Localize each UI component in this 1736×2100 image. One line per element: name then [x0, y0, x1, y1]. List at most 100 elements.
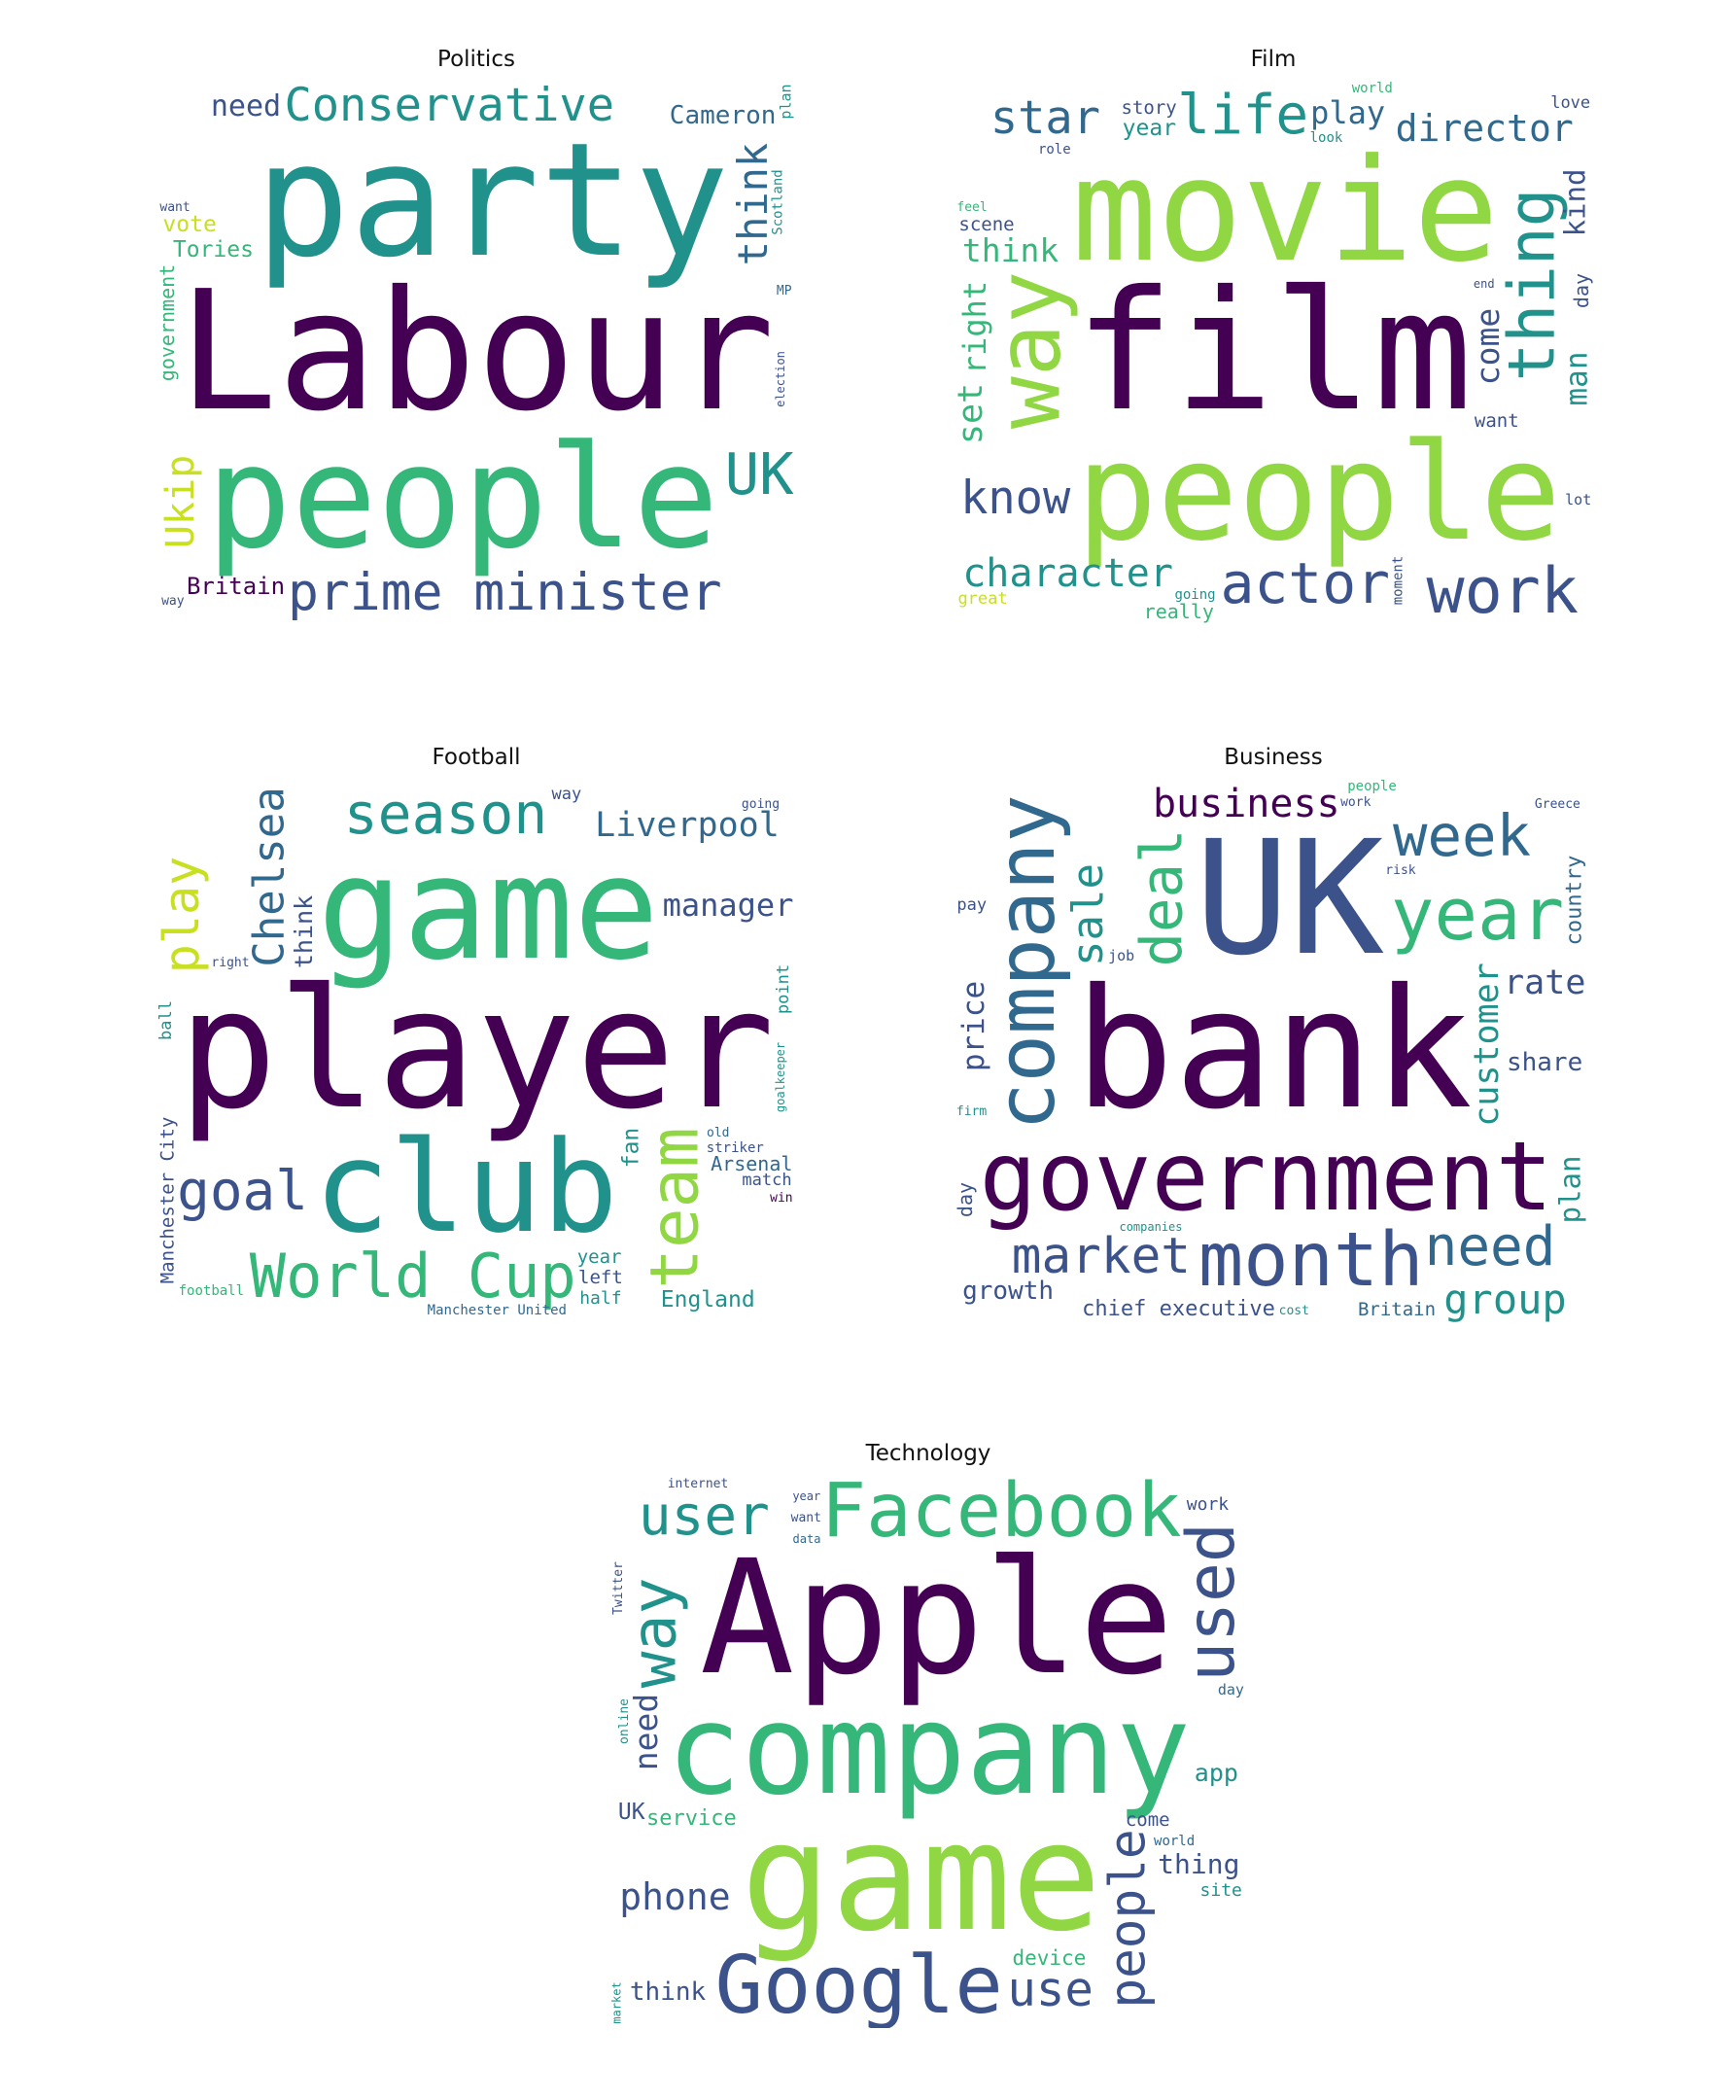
cloud-word: life	[1177, 84, 1309, 148]
cloud-word: Britain	[186, 572, 286, 600]
wordcloud-panel-film: Film film movie people way actor life characte…	[953, 47, 1594, 630]
cloud-word: half	[579, 1288, 622, 1310]
cloud-word: game	[317, 825, 660, 992]
cloud-word: rate	[1504, 963, 1586, 1003]
cloud-word: goal	[177, 1159, 308, 1223]
cloud-word: team	[636, 1127, 714, 1290]
cloud-word: Britain	[1357, 1298, 1437, 1320]
cloud-word: old	[707, 1126, 730, 1141]
cloud-word: company	[980, 794, 1073, 1132]
cloud-word: star	[990, 90, 1100, 145]
cloud-word: online	[616, 1698, 632, 1744]
cloud-word: great	[957, 588, 1008, 609]
cloud-word: really	[1143, 599, 1214, 623]
cloud-word: fan	[618, 1127, 644, 1169]
wordcloud-panel-politics: Politics Labour party people government prim…	[156, 47, 797, 630]
cloud-word: customer	[1468, 962, 1508, 1127]
cloud-word: device	[1012, 1945, 1087, 1970]
cloud-word: week	[1392, 802, 1532, 870]
cloud-word: come	[1469, 307, 1508, 386]
cloud-word: England	[660, 1286, 755, 1312]
cloud-word: game	[741, 1790, 1102, 1965]
cloud-word: Chelsea	[244, 787, 295, 967]
cloud-word: people	[206, 415, 719, 581]
cloud-word: ball	[156, 1000, 177, 1040]
cloud-word: love	[1550, 92, 1591, 113]
wordcloud-panel-technology: Technology company Apple game people Google F…	[608, 1441, 1249, 2034]
cloud-word: manager	[662, 886, 794, 924]
cloud-word: MP	[776, 283, 792, 298]
cloud-word: Liverpool	[595, 806, 780, 846]
cloud-word: job	[1108, 947, 1135, 965]
cloud-word: use	[1007, 1961, 1094, 2017]
cloud-word: way	[161, 594, 185, 610]
word-cloud: company Apple game people Google Facebook user…	[608, 1474, 1249, 2028]
cloud-word: sale	[1062, 862, 1113, 966]
cloud-word: kind	[1558, 168, 1592, 236]
wordcloud-panel-football: Football player game club team World Cup seas…	[156, 745, 797, 1328]
cloud-word: right	[211, 955, 250, 970]
cloud-word: look	[1309, 129, 1343, 146]
wordcloud-panel-business: Business bank UK government company month yea…	[953, 745, 1594, 1328]
cloud-word: price	[956, 980, 992, 1071]
cloud-word: service	[646, 1806, 737, 1832]
cloud-word: director	[1395, 106, 1574, 150]
cloud-word: Arsenal	[711, 1152, 793, 1176]
cloud-word: need	[1424, 1215, 1556, 1279]
cloud-word: firm	[955, 1104, 988, 1120]
cloud-word: Manchester City	[156, 1116, 179, 1284]
word-cloud: player game club team World Cup season goal Liv…	[156, 778, 797, 1322]
panel-title: Film	[1250, 47, 1297, 72]
cloud-word: people	[1099, 1829, 1158, 2009]
cloud-word: need	[210, 89, 282, 124]
cloud-word: want	[1474, 410, 1519, 433]
cloud-word: prime minister	[287, 563, 722, 623]
cloud-word: site	[1199, 1879, 1242, 1901]
cloud-word: play	[1310, 93, 1386, 131]
cloud-word: government	[156, 263, 180, 381]
cloud-word: year	[576, 1245, 622, 1268]
cloud-word: year	[792, 1489, 821, 1504]
panel-title: Football	[432, 745, 521, 770]
cloud-word: internet	[667, 1477, 729, 1492]
cloud-word: election	[773, 350, 787, 407]
cloud-word: government	[979, 1121, 1553, 1233]
cloud-word: Manchester United	[427, 1303, 567, 1319]
cloud-word: chief executive	[1082, 1296, 1275, 1321]
cloud-word: Google	[714, 1939, 1003, 2028]
cloud-word: want	[159, 200, 191, 216]
cloud-word: match	[742, 1171, 792, 1190]
cloud-word: season	[343, 781, 548, 848]
cloud-word: World Cup	[249, 1241, 576, 1312]
cloud-word: think	[961, 230, 1059, 269]
cloud-word: football	[178, 1283, 245, 1300]
word-cloud: bank UK government company month year business…	[953, 778, 1594, 1322]
cloud-word: year	[1390, 872, 1565, 957]
cloud-word: Facebook	[820, 1474, 1182, 1556]
cloud-word: work	[1340, 794, 1371, 810]
cloud-word: know	[960, 471, 1071, 525]
cloud-word: win	[770, 1191, 793, 1207]
panel-title: Technology	[865, 1441, 991, 1466]
cloud-word: movie	[1071, 127, 1500, 294]
cloud-word: Apple	[699, 1527, 1174, 1711]
cloud-word: lot	[1565, 491, 1592, 509]
cloud-word: pay	[956, 895, 988, 916]
cloud-word: party	[255, 109, 730, 293]
cloud-word: need	[626, 1693, 665, 1770]
cloud-word: Greece	[1534, 796, 1580, 812]
cloud-word: Twitter	[611, 1561, 627, 1616]
cloud-word: man	[1559, 351, 1594, 406]
cloud-word: moment	[1389, 555, 1406, 605]
cloud-word: actor	[1220, 549, 1391, 616]
cloud-word: way	[978, 270, 1081, 429]
cloud-word: scene	[958, 214, 1015, 236]
cloud-word: UK	[1194, 807, 1385, 991]
cloud-word: point	[774, 963, 794, 1014]
cloud-word: thing	[1158, 1848, 1240, 1881]
cloud-word: plan	[777, 83, 795, 120]
cloud-word: goalkeeper	[773, 1041, 787, 1112]
cloud-word: growth	[962, 1277, 1055, 1307]
cloud-word: UK	[724, 440, 794, 508]
cloud-word: deal	[1128, 828, 1196, 967]
